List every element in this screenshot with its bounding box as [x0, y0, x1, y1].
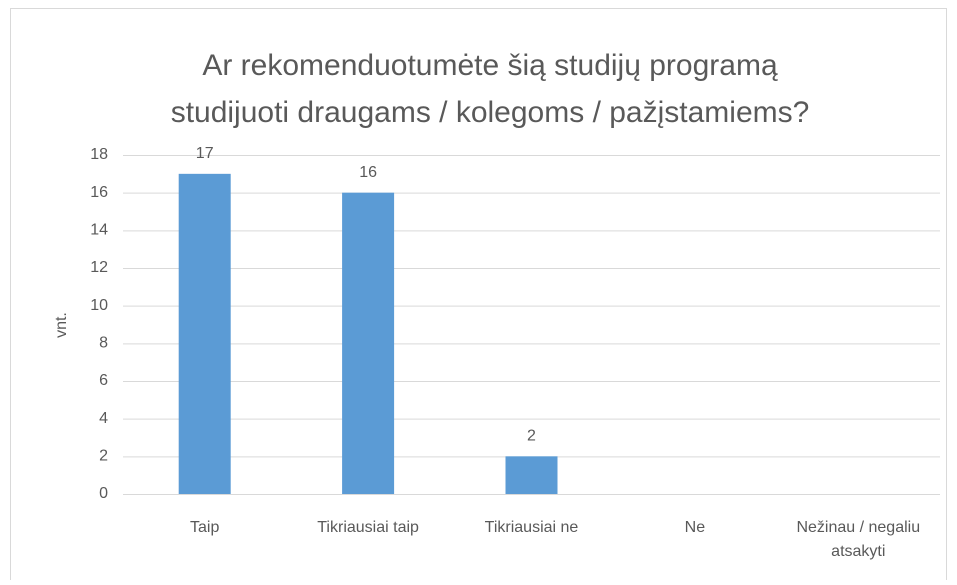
y-tick-label: 14: [90, 222, 108, 239]
chart-frame: [10, 8, 947, 585]
chart-title: studijuoti draugams / kolegoms / pažįsta…: [171, 96, 810, 129]
y-axis-label: vnt.: [53, 312, 70, 338]
x-tick-label: Nežinau / negaliu atsakyti: [796, 519, 920, 560]
chart-title: Ar rekomenduotumėte šią studijų programą: [202, 49, 778, 82]
y-tick-label: 16: [90, 184, 108, 201]
y-tick-label: 18: [90, 146, 108, 163]
y-tick-label: 2: [99, 448, 108, 465]
y-tick-label: 8: [99, 335, 108, 352]
data-label: 16: [359, 164, 377, 181]
x-tick-label: Tikriausiai ne: [485, 519, 579, 536]
y-tick-label: 4: [99, 410, 108, 427]
y-tick-label: 0: [99, 485, 108, 502]
bar: [178, 173, 231, 495]
data-label: 17: [196, 145, 214, 162]
bar: [342, 192, 395, 494]
x-tick-label: Ne: [685, 519, 706, 536]
data-label: 2: [527, 428, 536, 445]
bar: [505, 456, 558, 494]
y-tick-label: 12: [90, 259, 108, 276]
y-tick-label: 6: [99, 372, 108, 389]
x-tick-label: Tikriausiai taip: [317, 519, 419, 536]
y-tick-label: 10: [90, 297, 108, 314]
x-tick-label: Taip: [190, 519, 219, 536]
